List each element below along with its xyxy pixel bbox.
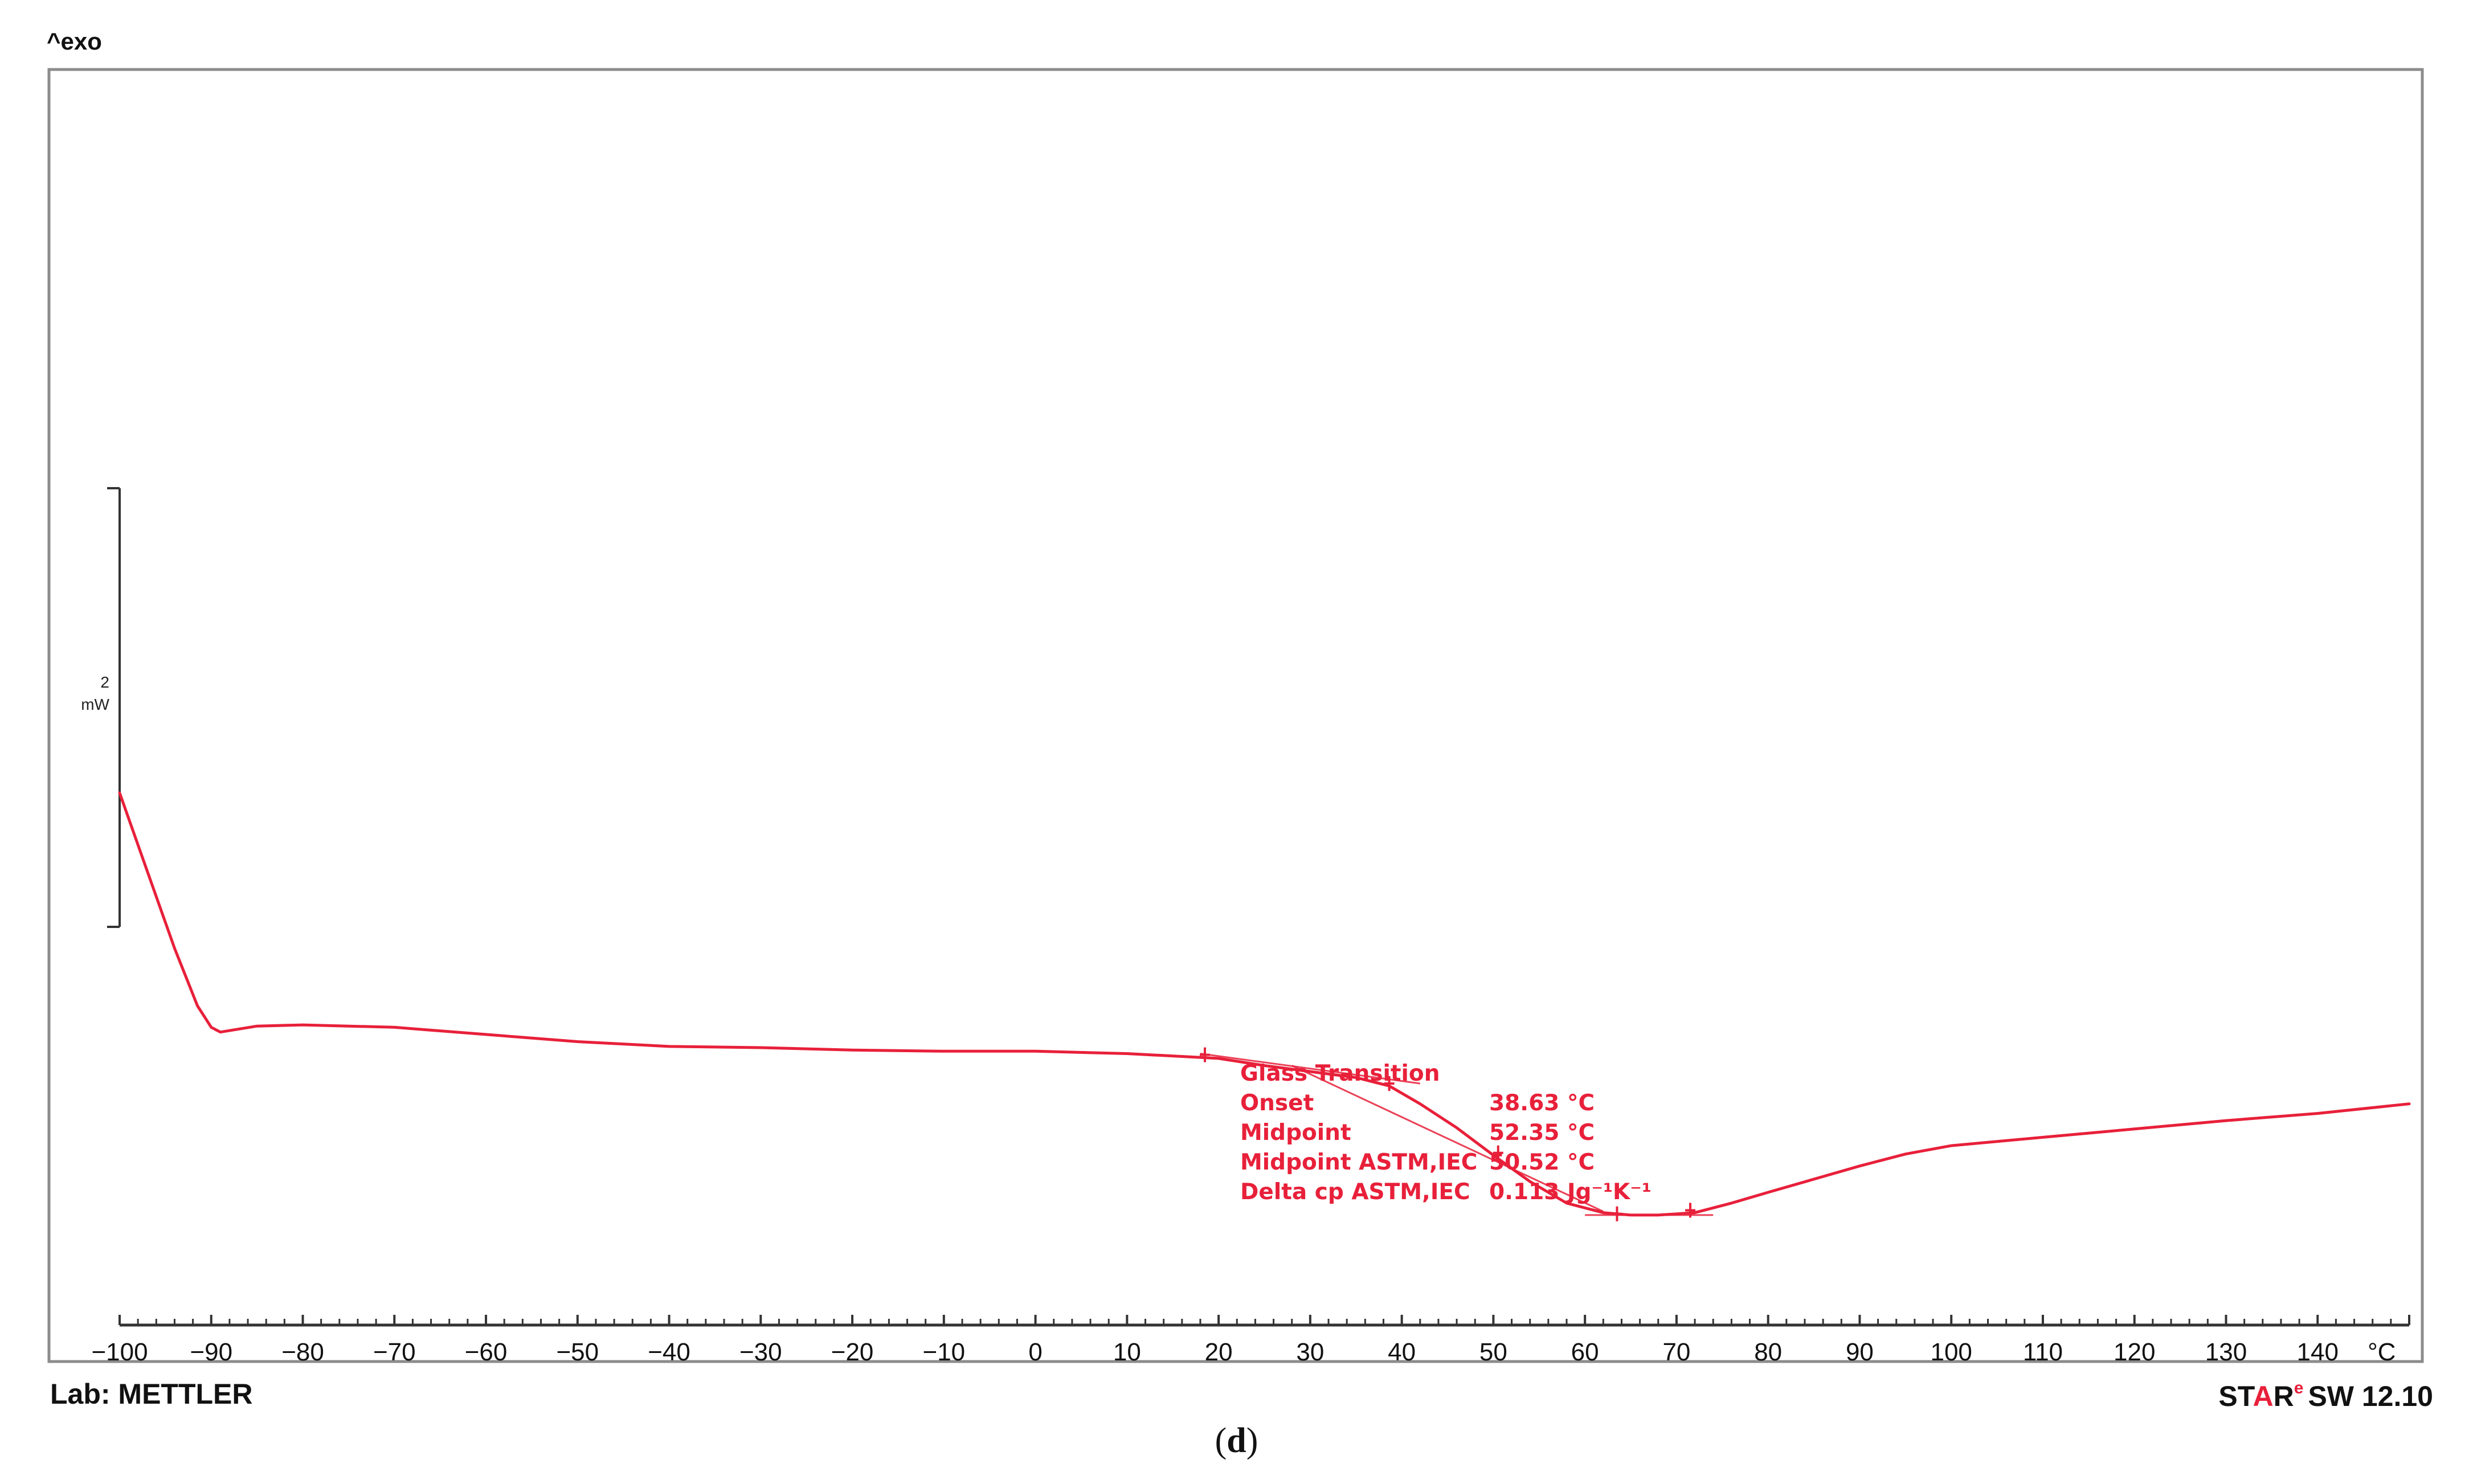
software-brand-letter: A bbox=[2253, 1380, 2274, 1412]
annotation-key: Midpoint bbox=[1240, 1120, 1351, 1146]
annotation-value: 52.35 °C bbox=[1489, 1120, 1595, 1146]
x-tick-label: 130 bbox=[2205, 1338, 2247, 1366]
dsc-curve bbox=[118, 791, 2411, 1217]
x-tick-label: 70 bbox=[1662, 1338, 1690, 1366]
x-tick-label: 50 bbox=[1479, 1338, 1507, 1366]
tangent-line bbox=[1200, 1053, 1420, 1085]
scale-bar-value: 2 bbox=[100, 673, 109, 691]
x-tick-label: 80 bbox=[1754, 1338, 1782, 1366]
x-tick-label: 10 bbox=[1113, 1338, 1141, 1366]
exo-direction-label: ^exo bbox=[47, 28, 102, 55]
x-tick-label: 140 bbox=[2297, 1338, 2339, 1366]
software-brand-letter: S bbox=[2218, 1380, 2238, 1412]
lab-label: Lab: METTLER bbox=[50, 1378, 253, 1410]
software-brand-letter: T bbox=[2237, 1380, 2253, 1412]
software-label: STARe SW 12.10 bbox=[2218, 1380, 2433, 1411]
annotation-value: 0.113 Jg⁻¹K⁻¹ bbox=[1489, 1179, 1652, 1205]
x-tick-label: −70 bbox=[373, 1338, 416, 1366]
panel-label-open: ( bbox=[1215, 1421, 1227, 1460]
x-tick-label: 110 bbox=[2023, 1338, 2063, 1366]
panel-label: (d) bbox=[0, 1423, 2473, 1458]
annotation-key: Onset bbox=[1240, 1090, 1314, 1116]
annotation-value: 50.52 °C bbox=[1489, 1150, 1595, 1175]
x-tick-label: −10 bbox=[923, 1338, 966, 1366]
marker-group bbox=[1200, 1047, 1696, 1221]
tangent-line bbox=[1291, 1065, 1604, 1212]
annotation-title: Glass Transition bbox=[1240, 1061, 1440, 1086]
scale-bar-unit: mW bbox=[81, 696, 109, 713]
software-brand-superscript: e bbox=[2294, 1379, 2304, 1397]
software-version: SW 12.10 bbox=[2308, 1380, 2433, 1412]
x-tick-label: 120 bbox=[2114, 1338, 2155, 1366]
plot-frame bbox=[47, 68, 2424, 1363]
x-tick-label: −50 bbox=[556, 1338, 599, 1366]
annotation-key: Midpoint ASTM,IEC bbox=[1240, 1150, 1478, 1175]
x-tick-label: −90 bbox=[190, 1338, 232, 1366]
x-tick-label: 100 bbox=[1930, 1338, 1972, 1366]
x-axis: −100 −90 −80 −70 −60 −50 −40 −30 −20 −10 0 10 20 30 40… bbox=[91, 1315, 2410, 1366]
x-tick-label: 40 bbox=[1388, 1338, 1416, 1366]
x-tick-label: 60 bbox=[1571, 1338, 1599, 1366]
x-tick-label: −80 bbox=[281, 1338, 324, 1366]
x-tick-label: −20 bbox=[831, 1338, 874, 1366]
x-unit-label: °C bbox=[2368, 1338, 2396, 1366]
x-tick-label: −40 bbox=[648, 1338, 690, 1366]
x-tick-label: −100 bbox=[91, 1338, 148, 1366]
annotation-key: Delta cp ASTM,IEC bbox=[1240, 1179, 1470, 1205]
scale-bar bbox=[107, 487, 121, 928]
software-brand-letter: R bbox=[2273, 1380, 2294, 1412]
x-tick-label: 0 bbox=[1028, 1338, 1042, 1366]
panel-label-close: ) bbox=[1246, 1421, 1258, 1460]
dsc-curve-group bbox=[118, 791, 2411, 1217]
annotation-value: 38.63 °C bbox=[1489, 1090, 1595, 1116]
x-tick-label: 90 bbox=[1846, 1338, 1874, 1366]
x-tick-label: 30 bbox=[1296, 1338, 1324, 1366]
x-tick-label: −60 bbox=[465, 1338, 508, 1366]
x-tick-label: 20 bbox=[1205, 1338, 1233, 1366]
x-tick-label: −30 bbox=[739, 1338, 782, 1366]
panel-label-letter: d bbox=[1227, 1421, 1246, 1460]
